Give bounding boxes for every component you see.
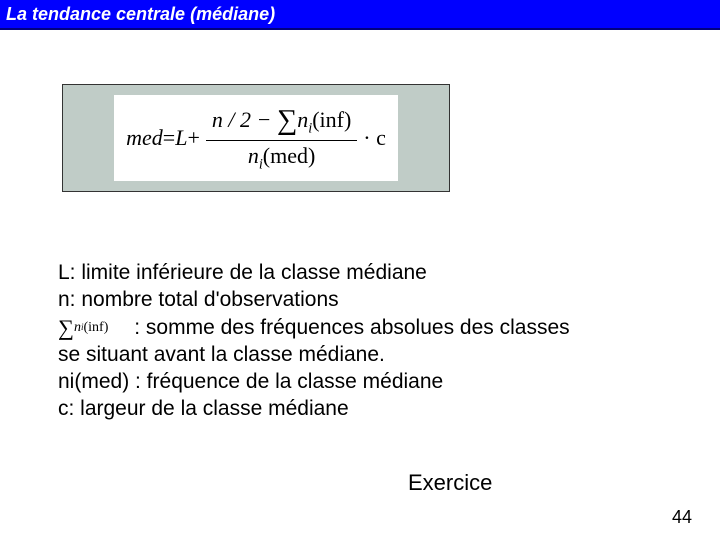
den-med: (med) [263,143,316,168]
def-L: L: limite inférieure de la classe médian… [58,260,658,287]
formula-fraction: n / 2 − ∑ni(inf) ni(med) [206,101,357,175]
definitions-block: L: limite inférieure de la classe médian… [58,260,658,423]
slide-title: La tendance centrale (médiane) [6,4,275,25]
slide-header: La tendance centrale (médiane) [0,0,720,30]
exercise-label: Exercice [408,470,492,496]
formula-L: L [175,125,187,151]
inline-inf: (inf) [84,319,109,337]
def-c: c: largeur de la classe médiane [58,396,658,423]
formula-box: med = L + n / 2 − ∑ni(inf) ni(med) · c [62,84,450,192]
fraction-numerator: n / 2 − ∑ni(inf) [206,101,357,139]
def-sum-cont: se situant avant la classe médiane. [58,342,658,369]
page-number: 44 [672,507,692,528]
num-ni: n [297,107,308,132]
den-ni: n [248,143,259,168]
inline-sum-symbol: ∑ [58,314,74,343]
formula: med = L + n / 2 − ∑ni(inf) ni(med) · c [114,95,398,181]
def-nimed: ni(med) : fréquence de la classe médiane [58,369,658,396]
formula-lhs: med [126,125,163,151]
num-left: n / 2 − [212,107,277,132]
inline-sum-expr: ∑ni(inf) [58,314,108,343]
formula-dot-c: · c [363,125,386,151]
def-sum-text: : somme des fréquences absolues des clas… [134,316,569,339]
formula-eq: = [163,125,175,151]
formula-plus: + [187,125,199,151]
fraction-denominator: ni(med) [242,141,322,175]
def-n: n: nombre total d'observations [58,287,658,314]
inline-ni: n [74,319,81,337]
num-inf: (inf) [312,107,351,132]
def-sum-line: ∑ni(inf) : somme des fréquences absolues… [58,314,658,343]
sum-symbol: ∑ [277,105,297,136]
